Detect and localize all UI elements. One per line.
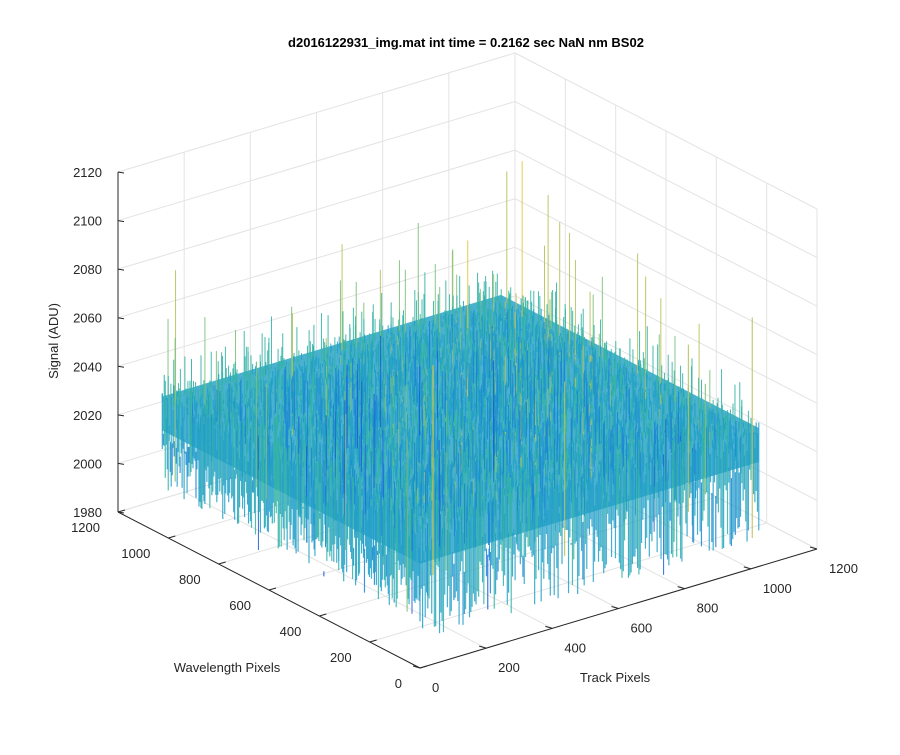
- surface-mesh: [162, 161, 758, 633]
